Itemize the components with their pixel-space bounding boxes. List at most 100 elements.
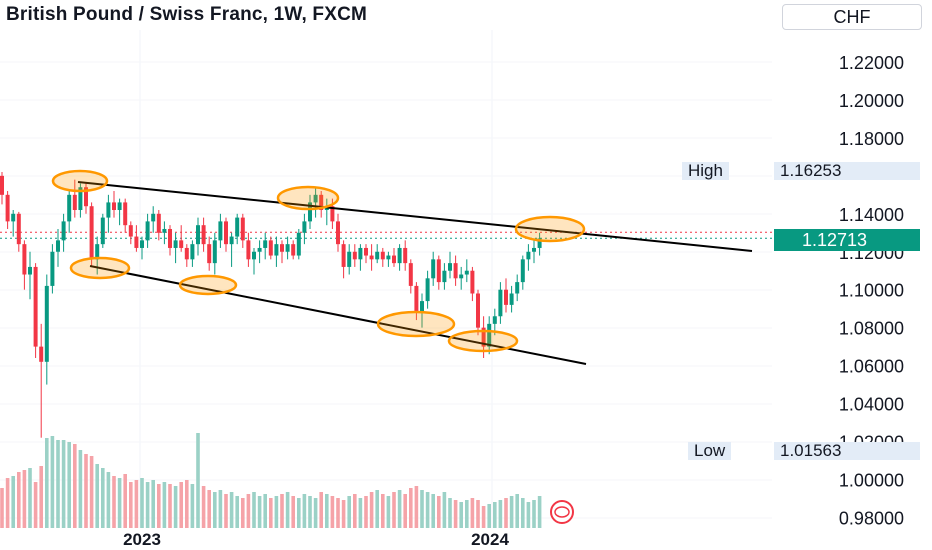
candle-body xyxy=(224,221,228,245)
candle-body xyxy=(375,251,380,260)
candle-body xyxy=(190,244,195,260)
candle-body xyxy=(498,289,503,317)
x-tick-label: 2023 xyxy=(123,530,161,549)
candle-body xyxy=(61,221,66,241)
candle-body xyxy=(78,187,83,211)
volume-bar xyxy=(129,482,133,528)
candle-body xyxy=(464,270,469,275)
y-tick-label: 1.20000 xyxy=(839,91,904,111)
volume-bar xyxy=(437,496,441,528)
currency-selector[interactable]: CHF xyxy=(782,4,922,30)
candle-body xyxy=(207,244,212,264)
candle-body xyxy=(151,213,156,222)
volume-bar xyxy=(235,496,239,528)
volume-bar xyxy=(112,476,116,528)
candle-body xyxy=(369,255,374,260)
pivot-marker xyxy=(447,329,519,353)
candle-body xyxy=(336,221,340,245)
candle-body xyxy=(168,228,172,248)
volume-bar xyxy=(397,490,402,528)
candle-body xyxy=(162,228,167,233)
volume-bar xyxy=(246,494,251,528)
candle-body xyxy=(481,327,486,347)
volume-bar xyxy=(425,492,430,528)
candle-body xyxy=(72,194,77,211)
candle-body xyxy=(50,251,55,286)
volume-bar xyxy=(252,492,256,528)
candle-body xyxy=(100,217,105,245)
volume-bar xyxy=(403,494,407,528)
candle-body xyxy=(263,240,268,248)
volume-bar xyxy=(67,442,71,528)
volume-bar xyxy=(145,482,150,528)
candle-body xyxy=(453,263,458,279)
candle-body xyxy=(526,251,531,260)
volume-bar xyxy=(196,433,200,528)
candle-body xyxy=(431,259,436,279)
candle-body xyxy=(179,240,184,248)
volume-bar xyxy=(285,492,290,528)
volume-bar xyxy=(28,468,32,528)
volume-bar xyxy=(297,498,301,528)
candle-body xyxy=(520,259,525,283)
volume-bar xyxy=(470,498,475,528)
candle-body xyxy=(532,247,536,252)
candle-body xyxy=(414,285,419,313)
volume-bar xyxy=(325,494,329,528)
candle-body xyxy=(341,244,346,267)
volume-bar xyxy=(515,494,519,528)
candle-body xyxy=(246,240,251,260)
candle-body xyxy=(128,225,133,237)
volume-bar xyxy=(369,492,374,528)
candle-body xyxy=(330,206,335,222)
y-tick-label: 0.98000 xyxy=(839,508,904,528)
volume-bar xyxy=(45,438,49,528)
volume-bar xyxy=(213,492,217,528)
y-tick-label: 1.06000 xyxy=(839,357,904,377)
volume-bar xyxy=(134,480,139,528)
candle-body xyxy=(89,206,94,260)
candle-body xyxy=(352,251,357,260)
candle-body xyxy=(252,251,256,260)
candle-body xyxy=(33,266,38,347)
candle-body xyxy=(476,293,480,328)
volume-bar xyxy=(263,494,267,528)
candle-body xyxy=(470,270,475,294)
volume-bar xyxy=(73,444,77,528)
volume-bar xyxy=(123,474,127,528)
volume-bar xyxy=(420,490,424,528)
candle-body xyxy=(392,255,396,264)
candle-body xyxy=(218,221,223,241)
candle-body xyxy=(84,187,88,207)
candle-body xyxy=(201,225,206,245)
pivot-marker xyxy=(376,310,456,338)
x-tick-label: 2024 xyxy=(471,530,509,549)
volume-bar xyxy=(95,464,99,528)
volume-bar xyxy=(173,486,178,528)
volume-bar xyxy=(257,496,262,528)
candle-body xyxy=(22,244,27,275)
volume-bar xyxy=(89,456,94,528)
volume-bar xyxy=(168,484,172,528)
candle-body xyxy=(173,240,178,248)
candle-body xyxy=(492,316,497,324)
candle-body xyxy=(44,285,49,362)
candle-body xyxy=(123,202,128,226)
pivot-marker xyxy=(51,169,109,193)
candle-body xyxy=(156,213,161,233)
candle-body xyxy=(117,202,122,211)
volume-bar xyxy=(78,450,83,528)
volume-bar xyxy=(224,494,228,528)
candle-body xyxy=(184,247,189,260)
candle-body xyxy=(16,213,21,245)
candle-body xyxy=(442,270,447,283)
volume-bar xyxy=(453,500,458,528)
volume-bar xyxy=(241,498,245,528)
candle-body xyxy=(459,274,464,279)
candle-body xyxy=(274,244,279,256)
pivot-marker xyxy=(178,274,238,296)
y-tick-label: 1.18000 xyxy=(839,129,904,149)
candle-body xyxy=(28,266,32,275)
volume-bar xyxy=(481,506,486,528)
